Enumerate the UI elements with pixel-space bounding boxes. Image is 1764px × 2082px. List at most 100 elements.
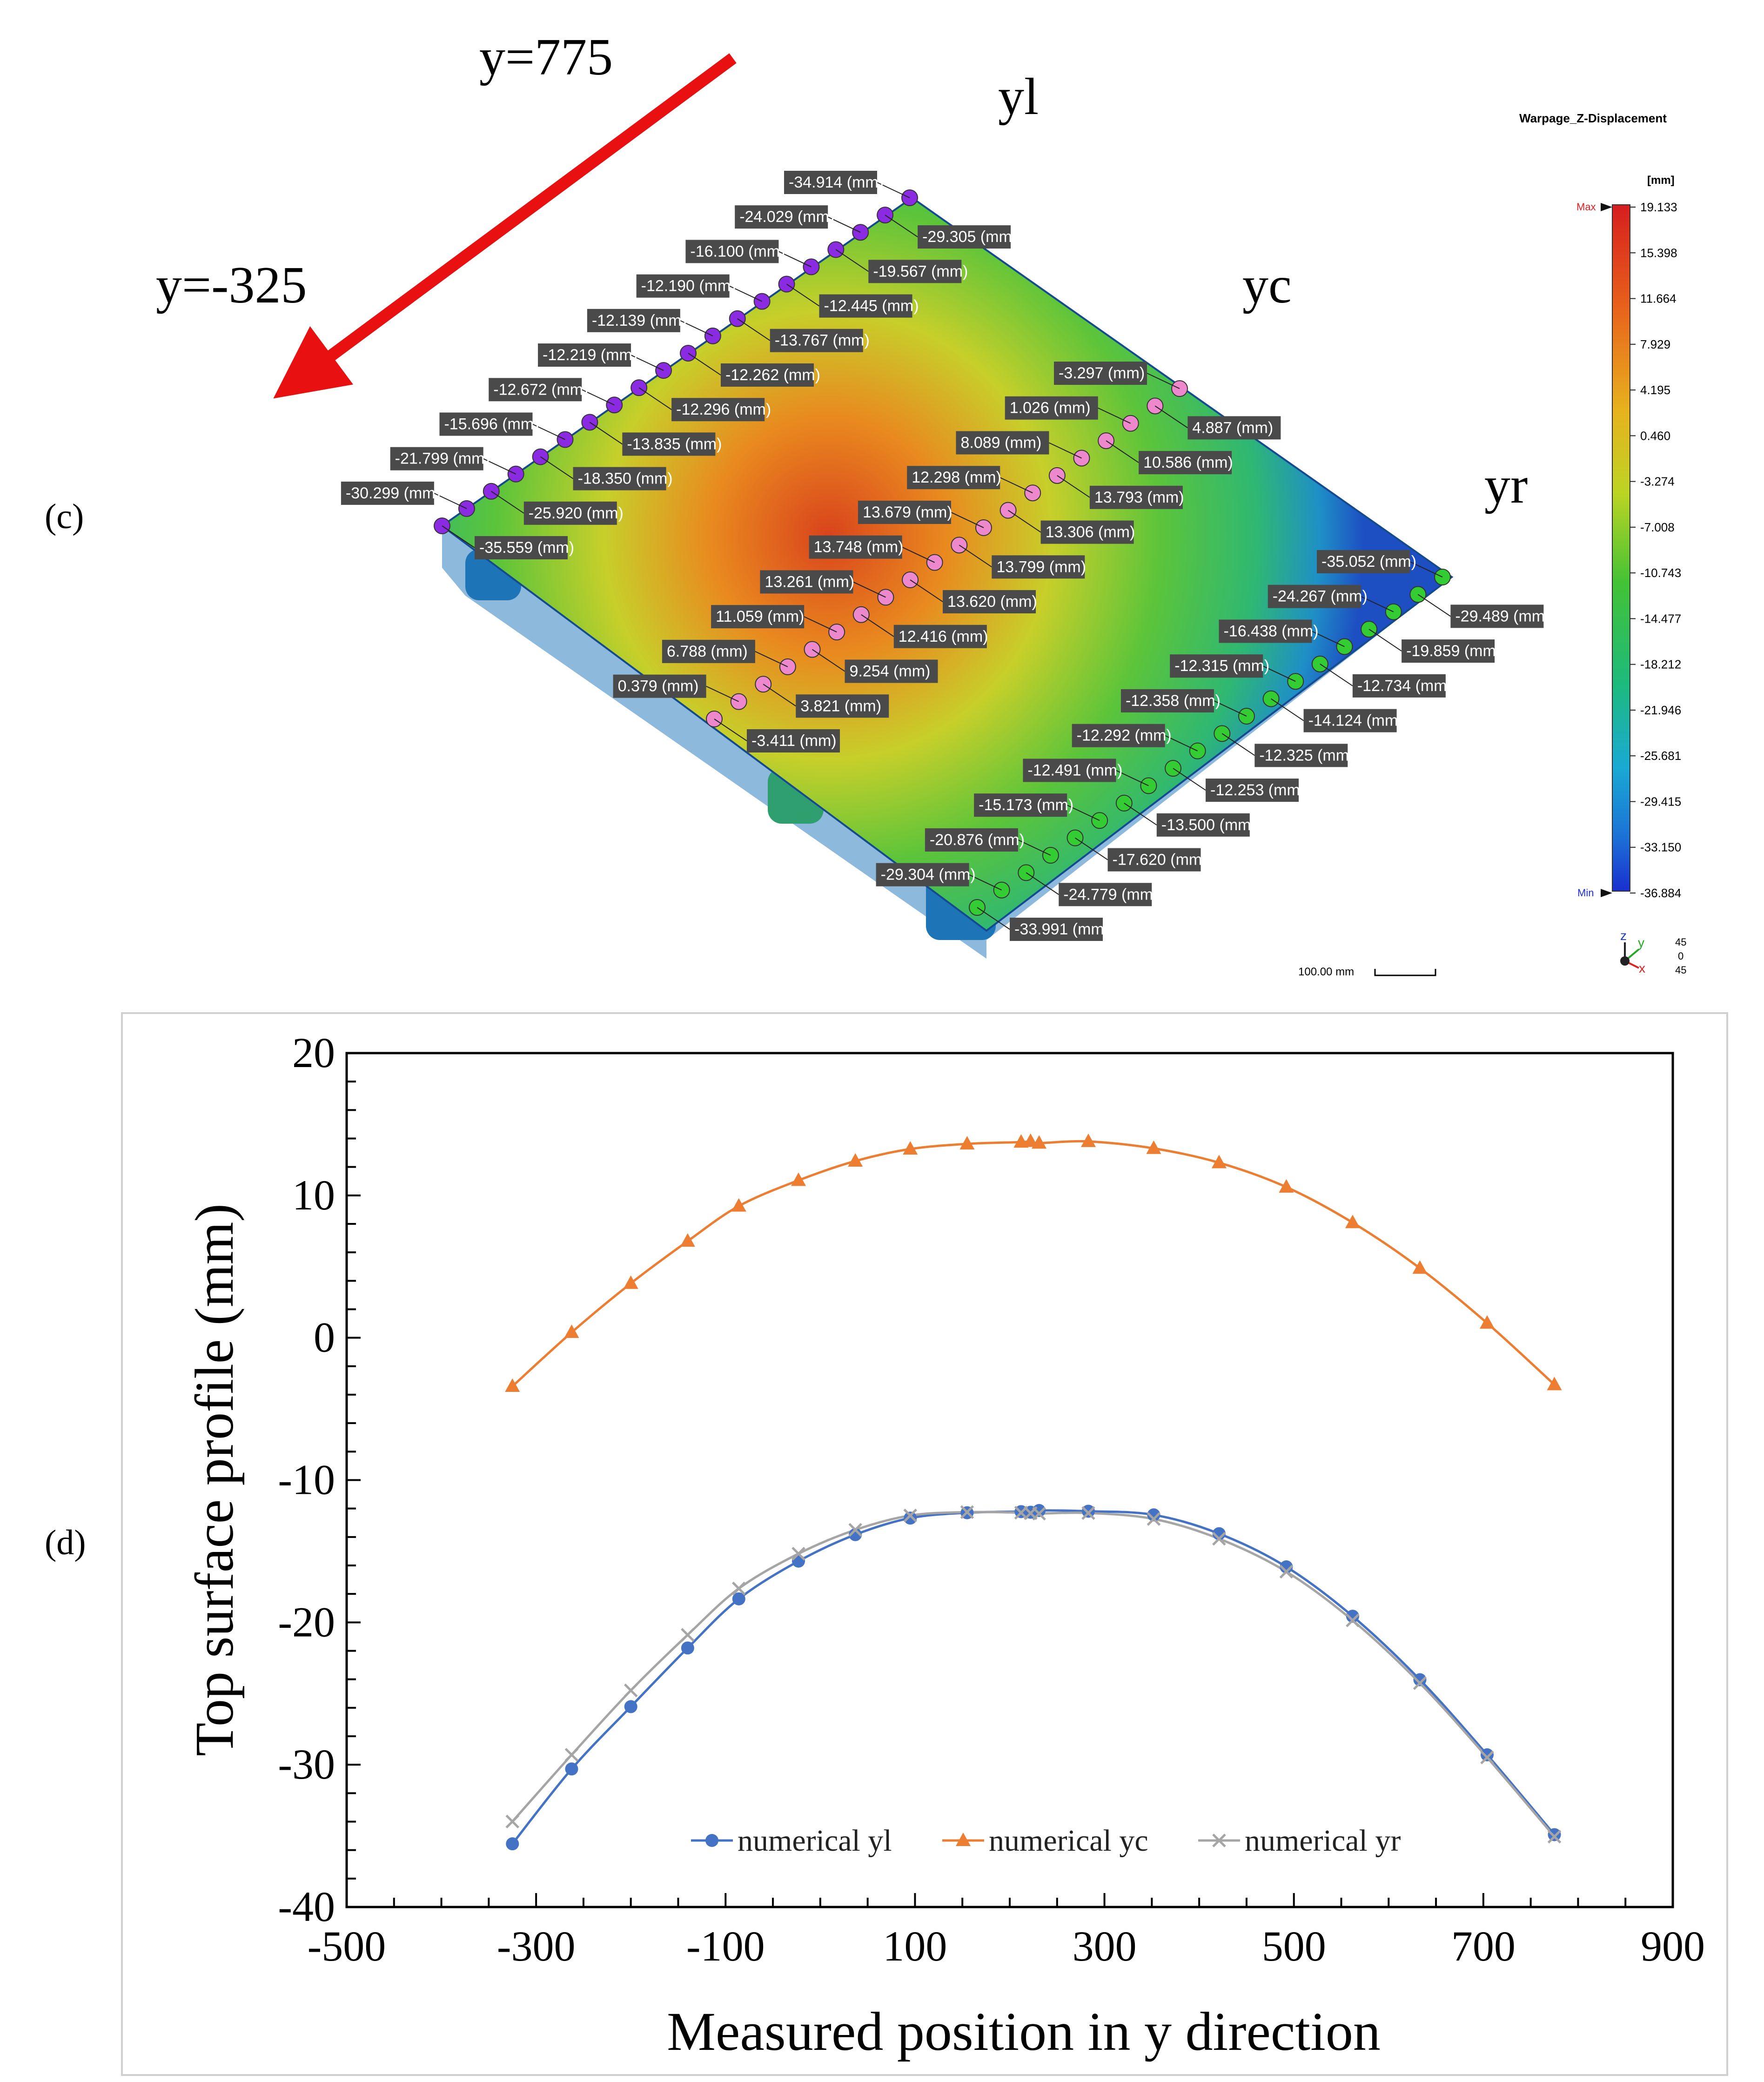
- callout-leader: [1214, 700, 1247, 717]
- triad-y-label: y: [1638, 935, 1644, 950]
- callout-box: [868, 260, 962, 283]
- callout-value-yl: -19.567 (mm): [873, 262, 968, 280]
- callout-box: [662, 639, 755, 663]
- callout-leader: [852, 581, 886, 598]
- x-tick-label: -500: [308, 1922, 386, 1970]
- callout-value-yr: -29.304 (mm): [881, 866, 976, 884]
- triad-x-label: x: [1639, 961, 1645, 975]
- callout-value-yl: -25.920 (mm): [529, 504, 624, 522]
- data-point-series-0: [849, 1528, 862, 1541]
- callout-box: [538, 343, 631, 367]
- callout-leader: [951, 512, 984, 528]
- callout-box: [1089, 485, 1183, 509]
- colorbar-max-label: Max: [1576, 201, 1596, 213]
- callout-box: [1303, 709, 1397, 732]
- data-point-series-0: [1024, 1505, 1037, 1519]
- legend-marker: [1212, 1834, 1226, 1847]
- callout-leader: [729, 285, 763, 302]
- callout-box: [858, 500, 951, 524]
- colorbar-tick-label: -14.477: [1640, 611, 1681, 625]
- callout-value-yr: -35.052 (mm): [1321, 553, 1416, 571]
- callout-value-yr: -17.620 (mm): [1113, 851, 1207, 869]
- callout-box: [439, 412, 533, 436]
- callout-box: [1450, 604, 1544, 628]
- callout-box: [720, 363, 814, 387]
- callout-box: [1010, 918, 1103, 941]
- callout-value-yc: 4.887 (mm): [1192, 419, 1273, 437]
- callout-leader: [1165, 735, 1198, 752]
- callout-box: [845, 659, 938, 683]
- callout-leader: [1154, 405, 1188, 429]
- callout-leader: [1074, 837, 1108, 860]
- y-tick-label: 0: [314, 1314, 335, 1361]
- callout-leader: [540, 456, 574, 479]
- y-tick-label: -30: [278, 1740, 335, 1788]
- callout-value-yr: -20.876 (mm): [930, 831, 1025, 849]
- callout-leader: [630, 355, 664, 371]
- callout-value-yr: -12.734 (mm): [1357, 677, 1452, 695]
- callout-box: [735, 205, 828, 229]
- callout-leader: [1221, 733, 1255, 756]
- triad-angle-1: 45: [1675, 936, 1686, 948]
- callout-box: [1402, 639, 1495, 663]
- data-point-series-0: [732, 1592, 745, 1605]
- x-tick-label: 300: [1073, 1922, 1137, 1970]
- colorbar-tick-label: -25.681: [1640, 749, 1681, 763]
- callout-leader: [491, 490, 524, 514]
- callout-leader: [483, 458, 516, 475]
- callout-box: [1107, 848, 1201, 872]
- colorbar-ticks: 19.133 15.398 11.664 7.929 4.195 0.460 -3.274 -…: [1630, 200, 1681, 900]
- callout-value-yc: 13.261 (mm): [765, 573, 854, 591]
- callout-value-yr: -19.859 (mm): [1406, 642, 1501, 660]
- callout-leader: [1320, 664, 1353, 686]
- callout-box: [1170, 654, 1263, 678]
- data-point-series-0: [1346, 1610, 1359, 1623]
- callout-box: [1187, 416, 1281, 440]
- data-point-series-0: [506, 1837, 519, 1851]
- callout-value-yc: 1.026 (mm): [1010, 399, 1091, 417]
- y-tick-label: -20: [278, 1598, 335, 1645]
- colorbar-tick-label: -3.274: [1640, 475, 1675, 489]
- callout-value-yl: -21.799 (mm): [395, 450, 490, 468]
- data-point-series-0: [1033, 1504, 1046, 1517]
- callout-value-yl: -29.305 (mm): [922, 228, 1017, 246]
- callout-leader: [861, 614, 894, 637]
- legend-entry: numerical yl: [738, 1824, 892, 1858]
- data-point-series-0: [1014, 1505, 1028, 1518]
- callout-leader: [1066, 805, 1100, 821]
- data-point-series-2: [1279, 1565, 1294, 1579]
- callout-value-yl: -16.100 (mm): [690, 242, 785, 260]
- colorbar-unit: [mm]: [1647, 174, 1675, 187]
- plot-area: [345, 1052, 1674, 1908]
- callout-leader: [1106, 440, 1139, 463]
- callout-box: [943, 590, 1036, 614]
- callout-leader: [1147, 373, 1180, 389]
- callout-value-yl: -34.914 (mm): [789, 174, 884, 191]
- y-tick-label: -10: [278, 1456, 335, 1504]
- colorbar-tick-label: 0.460: [1640, 429, 1670, 443]
- data-point-series-2: [1147, 1512, 1161, 1526]
- callout-value-yr: -12.491 (mm): [1027, 761, 1122, 779]
- legend-entry: numerical yr: [1245, 1824, 1401, 1858]
- callout-leader: [1049, 442, 1082, 459]
- callout-value-yc: 11.059 (mm): [716, 608, 804, 625]
- data-point-series-1: [1032, 1135, 1047, 1149]
- data-point-series-0: [624, 1700, 637, 1713]
- callout-box: [893, 625, 987, 648]
- data-point-series-1: [1013, 1134, 1029, 1148]
- data-point-series-2: [960, 1505, 974, 1519]
- callout-box: [636, 274, 730, 298]
- data-point-series-2: [732, 1581, 746, 1596]
- callout-value-yl: -35.559 (mm): [479, 539, 574, 557]
- callout-value-yr: -12.315 (mm): [1174, 657, 1269, 675]
- callout-value-yl: -13.767 (mm): [775, 332, 870, 349]
- scale-bar: [1374, 969, 1436, 976]
- data-point-series-2: [1413, 1676, 1427, 1690]
- callout-leader: [581, 389, 615, 406]
- measure-point-yl: [852, 224, 869, 241]
- callout-value-yc: 10.586 (mm): [1143, 454, 1233, 471]
- callout-value-yr: -12.253 (mm): [1210, 781, 1305, 799]
- colorbar-tick-label: -29.415: [1640, 794, 1681, 808]
- colorbar-min-marker: [1601, 889, 1612, 897]
- axis-ticks: -500 -300 -100 100 300 500 700 90020100-10-20-3…: [278, 1029, 1705, 1970]
